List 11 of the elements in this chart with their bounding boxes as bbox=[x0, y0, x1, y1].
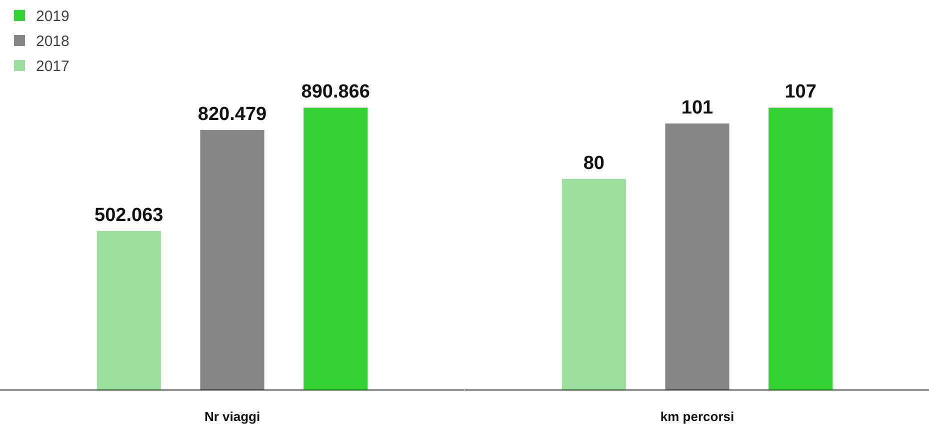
data-label: 107 bbox=[784, 82, 816, 103]
text: 2019 bbox=[36, 8, 70, 25]
text: 2017 bbox=[36, 58, 70, 75]
data-label: 80 bbox=[582, 152, 604, 174]
x-axis-title: km percorsi bbox=[660, 409, 734, 424]
x-axis-title: Nr viaggi bbox=[204, 409, 260, 424]
data-label: 890.866 bbox=[301, 82, 370, 103]
data-label: 820.479 bbox=[198, 104, 267, 125]
data-label: 101 bbox=[680, 97, 714, 118]
data-label: 502.063 bbox=[94, 204, 164, 226]
text: 2018 bbox=[36, 33, 70, 50]
